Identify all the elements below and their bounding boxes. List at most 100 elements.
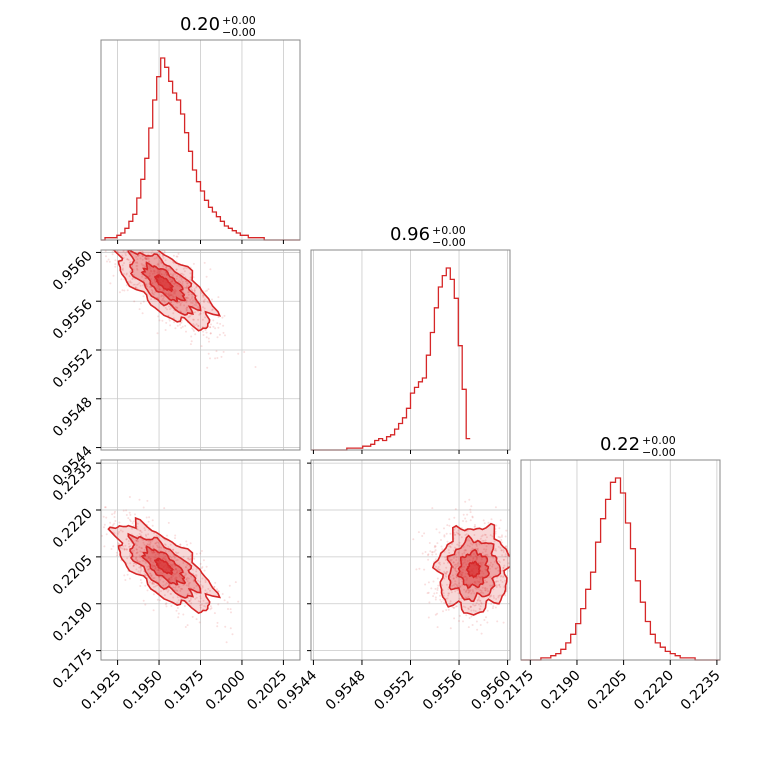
sample-point: [128, 545, 131, 548]
sample-point: [504, 555, 507, 558]
sample-point: [158, 546, 161, 549]
sample-point: [467, 595, 470, 598]
sample-point: [151, 272, 154, 275]
sample-point: [479, 608, 482, 611]
sample-point: [484, 539, 487, 542]
sample-point: [157, 284, 160, 287]
sample-point: [471, 516, 474, 519]
sample-point: [504, 579, 507, 582]
sample-point: [457, 551, 460, 554]
sample-point: [97, 528, 99, 530]
sample-point: [139, 550, 142, 553]
sample-point: [143, 235, 145, 237]
sample-point: [84, 217, 86, 219]
sample-point: [437, 568, 440, 571]
sample-point: [191, 289, 194, 292]
sample-point: [458, 533, 461, 536]
sample-point: [147, 533, 150, 536]
sample-point: [189, 598, 192, 601]
sample-point: [423, 532, 426, 535]
sample-point: [487, 521, 490, 524]
sample-point: [114, 265, 117, 268]
sample-point: [109, 282, 112, 285]
sample-point: [145, 283, 148, 286]
sample-point: [134, 557, 137, 559]
sample-point: [465, 533, 468, 536]
sample-point: [254, 366, 257, 368]
sample-point: [132, 235, 134, 237]
sample-point: [162, 557, 165, 560]
sample-point: [462, 605, 465, 608]
sample-point: [152, 609, 155, 612]
sample-point: [202, 295, 205, 298]
sample-point: [197, 325, 200, 327]
sample-point: [443, 562, 445, 565]
sample-point: [104, 506, 106, 509]
sample-point: [475, 558, 478, 561]
sample-point: [503, 586, 506, 589]
sample-point: [135, 236, 137, 238]
sample-point: [452, 566, 455, 569]
sample-point: [174, 289, 177, 292]
sample-point: [174, 288, 176, 291]
sample-point: [156, 332, 159, 335]
sample-point: [431, 553, 434, 556]
sample-point: [198, 621, 201, 624]
sample-point: [497, 569, 500, 572]
sample-point: [432, 595, 435, 598]
sample-point: [164, 583, 167, 586]
sample-point: [148, 275, 151, 278]
sample-point: [134, 286, 137, 289]
sample-point: [134, 286, 137, 289]
sample-point: [167, 292, 170, 295]
histogram-panel-3: [520, 459, 721, 661]
sample-point: [484, 579, 487, 582]
sample-point: [145, 258, 148, 261]
sample-point: [159, 288, 162, 291]
sample-point: [146, 565, 149, 568]
sample-point: [128, 577, 131, 580]
sample-point: [473, 581, 476, 584]
sample-point: [142, 227, 144, 229]
sample-point: [215, 350, 218, 353]
sample-point: [167, 290, 170, 293]
sample-point: [443, 527, 445, 530]
sample-point: [117, 543, 120, 546]
sample-point: [438, 531, 441, 534]
sample-point: [203, 569, 206, 572]
sample-point: [169, 579, 172, 582]
sample-point: [467, 607, 470, 610]
sample-point: [470, 592, 473, 595]
sample-point: [184, 280, 187, 283]
sample-point: [162, 289, 164, 292]
sample-point: [165, 321, 168, 324]
sample-point: [469, 519, 472, 522]
sample-point: [473, 604, 476, 607]
sample-point: [451, 574, 454, 577]
sample-point: [501, 554, 504, 557]
sample-point: [98, 228, 100, 230]
sample-point: [195, 596, 198, 599]
x-tick-label: 0.2220: [631, 668, 677, 714]
sample-point: [475, 555, 478, 558]
sample-point: [209, 326, 212, 329]
sample-point: [147, 568, 150, 571]
sample-point: [518, 607, 520, 609]
sample-point: [474, 554, 477, 557]
sample-point: [135, 548, 138, 551]
sample-point: [191, 327, 194, 330]
sample-point: [453, 606, 456, 609]
sample-point: [165, 267, 168, 270]
sample-point: [154, 566, 157, 569]
sample-point: [136, 551, 139, 554]
sample-point: [475, 542, 478, 545]
sample-point: [201, 294, 204, 297]
sample-point: [135, 548, 138, 551]
sample-point: [132, 564, 135, 567]
sample-point: [166, 534, 168, 537]
sample-point: [150, 252, 153, 255]
sample-point: [189, 597, 192, 599]
sample-point: [213, 612, 216, 615]
sample-point: [485, 553, 488, 556]
sample-point: [464, 596, 467, 599]
